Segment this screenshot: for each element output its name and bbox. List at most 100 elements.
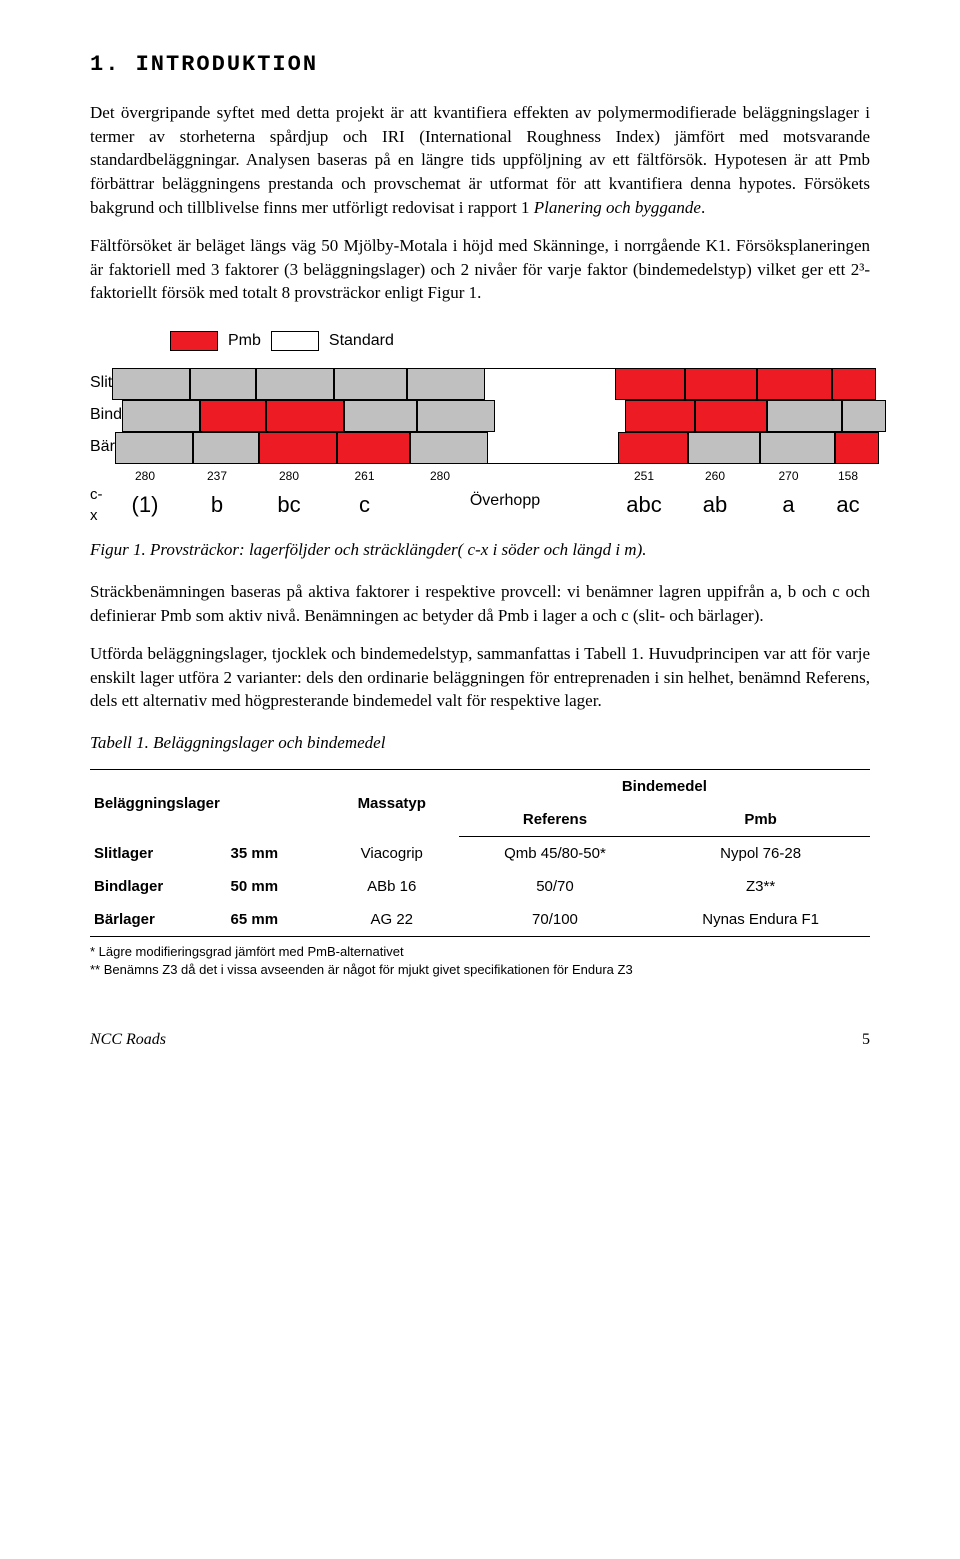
length-value: 280 [106,468,184,485]
table-caption: Tabell 1. Beläggningslager och bindemede… [90,731,870,755]
footnotes: * Lägre modifieringsgrad jämfört med PmB… [90,943,870,979]
code-label: bc [250,490,328,521]
footnote-1: * Lägre modifieringsgrad jämfört med PmB… [90,943,870,961]
code-label: ab [679,490,751,521]
length-value: 158 [826,468,870,485]
code-label: c [328,490,401,521]
figure-caption: Figur 1. Provsträckor: lagerföljder och … [90,538,870,562]
td-pmb: Nypol 76-28 [651,836,870,870]
length-value: 260 [679,468,751,485]
cx-label: c-x [90,484,106,526]
th-massatyp: Massatyp [325,769,459,836]
row-label-bind: Bind [90,404,122,426]
diagram-row-bar: Bär [90,432,870,464]
cell [760,432,835,464]
code-label: a [751,490,826,521]
cell [417,400,495,432]
cell [337,432,410,464]
cell [410,432,488,464]
table-row: Slitlager35 mmViacogripQmb 45/80-50*Nypo… [90,836,870,870]
cell [256,368,334,400]
td-layer: Bindlager [90,870,227,903]
cell [832,368,876,400]
footnote-2: ** Benämns Z3 då det i vissa avseenden ä… [90,961,870,979]
cell [334,368,407,400]
diagram-row-bind: Bind [90,400,870,432]
paragraph-3: Sträckbenämningen baseras på aktiva fakt… [90,580,870,628]
th-referens: Referens [459,803,651,837]
cell [695,400,767,432]
td-thick: 50 mm [227,870,325,903]
length-value: 280 [250,468,328,485]
legend-label-standard: Standard [329,330,394,352]
para1-end: . [701,198,705,217]
th-pmb: Pmb [651,803,870,837]
cell [488,432,618,464]
table-row: Bärlager65 mmAG 2270/100Nynas Endura F1 [90,903,870,937]
cell [344,400,417,432]
td-ref: 70/100 [459,903,651,937]
cell [688,432,760,464]
length-value: 251 [609,468,679,485]
td-layer: Bärlager [90,903,227,937]
para1-italic: Planering och byggande [534,198,701,217]
row-label-bar: Bär [90,436,115,458]
cell [115,432,193,464]
cell [190,368,256,400]
legend-label-pmb: Pmb [228,330,261,352]
cell [685,368,757,400]
cell [259,432,337,464]
cell [625,400,695,432]
td-massa: Viacogrip [325,836,459,870]
para1-text: Det övergripande syftet med detta projek… [90,103,870,217]
diagram-row-slit: Slit [90,368,870,400]
cell [193,432,259,464]
length-value: 237 [184,468,250,485]
cell [618,432,688,464]
cell [495,400,625,432]
length-value: 280 [401,468,479,485]
cell [842,400,886,432]
row-label-slit: Slit [90,372,112,394]
th-bindemedel: Bindemedel [459,769,870,803]
td-pmb: Z3** [651,870,870,903]
cell [200,400,266,432]
footer-right: 5 [862,1029,870,1051]
length-value [479,468,609,485]
td-layer: Slitlager [90,836,227,870]
code-label: ac [826,490,870,521]
cell [615,368,685,400]
length-value: 270 [751,468,826,485]
diagram-lengths-row: 280237280261280251260270158 [90,468,870,485]
paragraph-2: Fältförsöket är beläget längs väg 50 Mjö… [90,234,870,305]
legend: Pmb Standard [170,330,870,352]
code-label: Överhopp [401,490,609,521]
footer-left: NCC Roads [90,1029,166,1051]
diagram: SlitBindBär 280237280261280251260270158 … [90,368,870,527]
cell [266,400,344,432]
td-ref: Qmb 45/80-50* [459,836,651,870]
paragraph-4: Utförda beläggningslager, tjocklek och b… [90,642,870,713]
cell [112,368,190,400]
code-label: b [184,490,250,521]
paragraph-1: Det övergripande syftet med detta projek… [90,101,870,220]
td-massa: AG 22 [325,903,459,937]
cell [757,368,832,400]
td-thick: 35 mm [227,836,325,870]
table-row: Bindlager50 mmABb 1650/70Z3** [90,870,870,903]
table-bindemedel: Beläggningslager Massatyp Bindemedel Ref… [90,769,870,937]
td-ref: 50/70 [459,870,651,903]
diagram-codes-row: c-x (1)bbccÖverhoppabcabaac [90,484,870,526]
td-thick: 65 mm [227,903,325,937]
td-massa: ABb 16 [325,870,459,903]
page-footer: NCC Roads 5 [90,1029,870,1051]
code-label: abc [609,490,679,521]
cell [122,400,200,432]
cell [485,368,615,400]
code-label: (1) [106,490,184,521]
cell [767,400,842,432]
td-pmb: Nynas Endura F1 [651,903,870,937]
legend-swatch-pmb [170,331,218,351]
th-belaggningslager: Beläggningslager [90,769,325,836]
page-heading: 1. INTRODUKTION [90,50,870,81]
